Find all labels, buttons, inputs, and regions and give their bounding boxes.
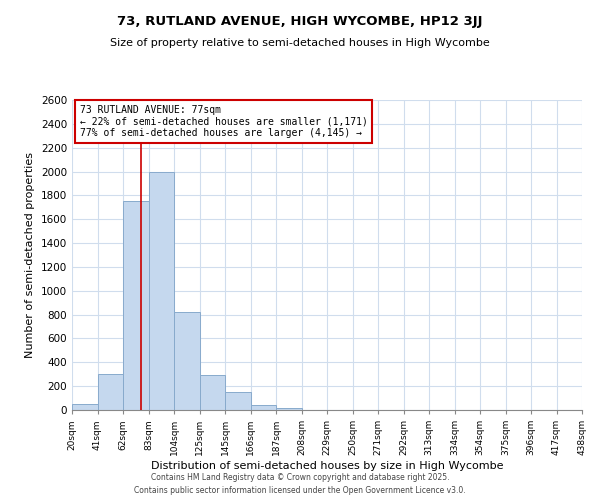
Bar — [97, 374, 123, 410]
Text: 73, RUTLAND AVENUE, HIGH WYCOMBE, HP12 3JJ: 73, RUTLAND AVENUE, HIGH WYCOMBE, HP12 3… — [117, 15, 483, 28]
Bar — [123, 202, 149, 410]
X-axis label: Distribution of semi-detached houses by size in High Wycombe: Distribution of semi-detached houses by … — [151, 461, 503, 471]
Y-axis label: Number of semi-detached properties: Number of semi-detached properties — [25, 152, 35, 358]
Bar — [72, 404, 97, 410]
Text: Contains HM Land Registry data © Crown copyright and database right 2025.: Contains HM Land Registry data © Crown c… — [151, 472, 449, 482]
Bar — [251, 405, 276, 410]
Text: Size of property relative to semi-detached houses in High Wycombe: Size of property relative to semi-detach… — [110, 38, 490, 48]
Bar — [276, 408, 302, 410]
Text: Contains public sector information licensed under the Open Government Licence v3: Contains public sector information licen… — [134, 486, 466, 495]
Bar — [149, 172, 174, 410]
Text: 73 RUTLAND AVENUE: 77sqm
← 22% of semi-detached houses are smaller (1,171)
77% o: 73 RUTLAND AVENUE: 77sqm ← 22% of semi-d… — [80, 104, 368, 138]
Bar — [225, 392, 251, 410]
Bar — [174, 312, 199, 410]
Bar — [199, 376, 225, 410]
